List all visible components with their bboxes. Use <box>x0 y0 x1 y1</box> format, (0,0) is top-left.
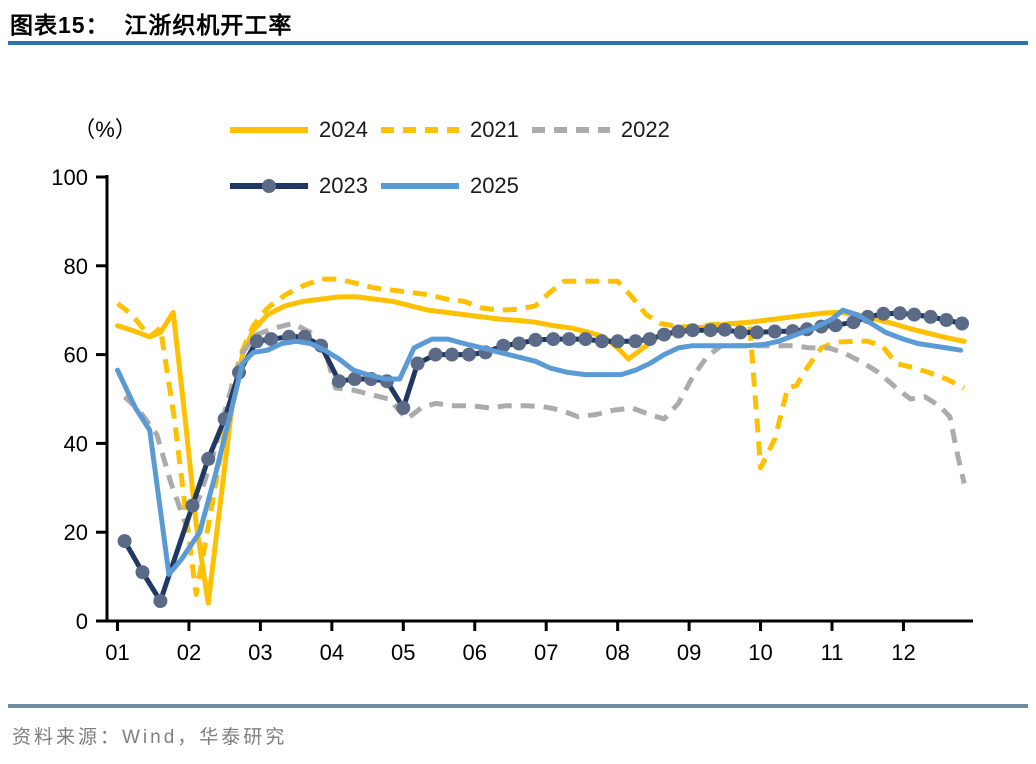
legend-row: 2023 2025 <box>228 158 681 214</box>
series-line-2023 <box>122 310 965 604</box>
x-tick-label: 08 <box>605 640 629 665</box>
y-tick-label: 0 <box>76 609 88 634</box>
series-line-2024 <box>115 294 967 606</box>
x-tick-label: 03 <box>248 640 272 665</box>
series-line-2022 <box>122 321 967 526</box>
legend-label-2022: 2022 <box>620 117 670 142</box>
legend-item-2024: 2024 <box>228 117 368 143</box>
y-tick-label: 80 <box>64 254 88 279</box>
series-line-2021 <box>115 276 966 597</box>
legend-item-2022: 2022 <box>530 117 670 143</box>
footer-rule <box>8 704 1028 708</box>
y-axis-unit-label: （%） <box>73 117 137 142</box>
x-tick-labels: 01 02 03 04 05 06 07 08 09 10 11 12 <box>105 640 915 665</box>
series-line-2025 <box>115 307 964 577</box>
legend-swatch-2023 <box>230 179 308 193</box>
legend-item-2023: 2023 <box>228 173 368 199</box>
x-tick-label: 01 <box>105 640 129 665</box>
legend-label-2023: 2023 <box>319 173 368 198</box>
x-tick-label: 02 <box>177 640 201 665</box>
x-tick-label: 06 <box>463 640 487 665</box>
legend-swatch-2025 <box>380 183 459 189</box>
x-tick-label: 09 <box>677 640 701 665</box>
legend-swatch-2024 <box>230 127 308 133</box>
chart-legend: 2024 2021 2022 2023 2025 <box>228 102 681 214</box>
legend-label-2024: 2024 <box>319 117 368 142</box>
x-tick-label: 04 <box>320 640 344 665</box>
legend-item-2021: 2021 <box>379 117 519 143</box>
y-tick-labels: 0 20 40 60 80 100 <box>51 165 88 634</box>
source-note: 资料来源：Wind，华泰研究 <box>12 727 288 748</box>
legend-row: 2024 2021 2022 <box>228 102 681 158</box>
legend-label-2025: 2025 <box>469 173 519 198</box>
x-tick-label: 11 <box>821 640 844 665</box>
x-tick-label: 05 <box>391 640 415 665</box>
y-tick-label: 40 <box>64 431 88 456</box>
x-tick-label: 10 <box>748 640 772 665</box>
legend-swatch-2022 <box>531 127 610 133</box>
y-tick-label: 60 <box>64 343 88 368</box>
y-tick-label: 20 <box>64 520 88 545</box>
legend-label-2021: 2021 <box>469 117 519 142</box>
legend-item-2025: 2025 <box>379 173 519 199</box>
x-tick-label: 07 <box>534 640 558 665</box>
y-tick-label: 100 <box>51 165 88 190</box>
x-tick-label: 12 <box>891 640 915 665</box>
title-underline-rule <box>8 41 1028 45</box>
page-title: 图表15： 江浙织机开工率 <box>10 12 293 38</box>
legend-swatch-2021 <box>380 127 459 133</box>
